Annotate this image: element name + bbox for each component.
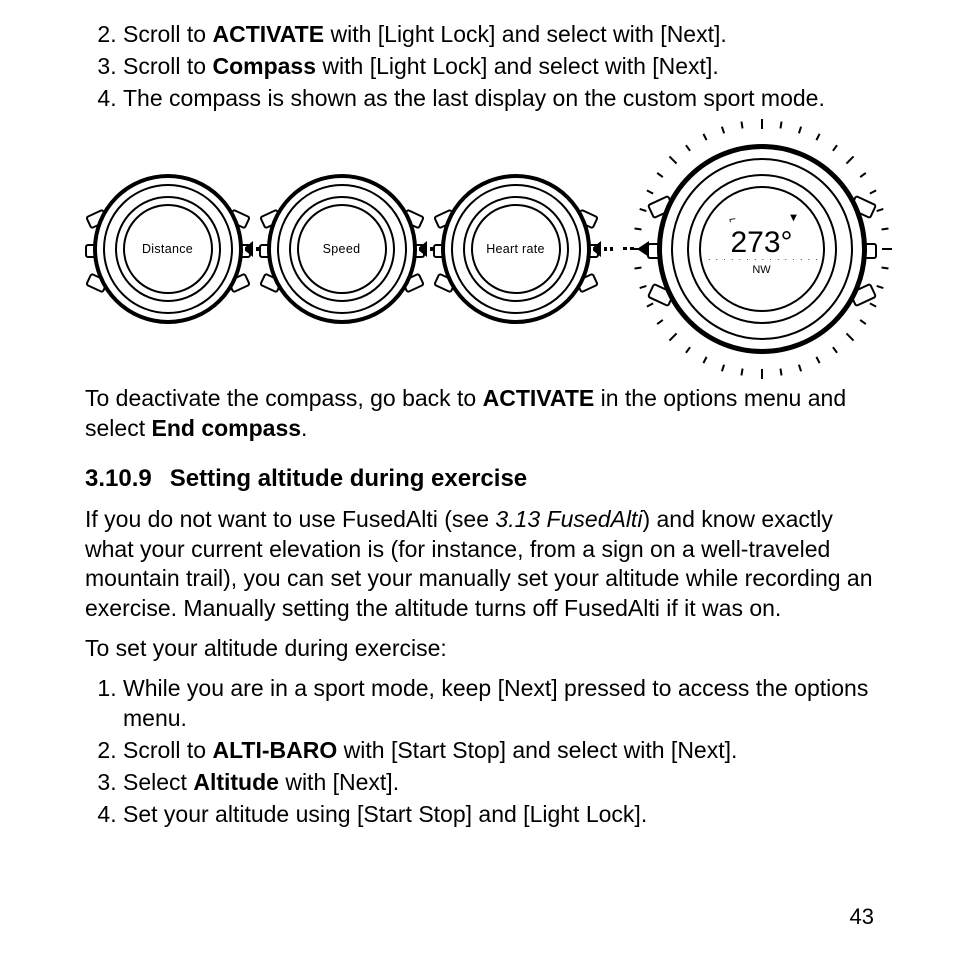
list-item: While you are in a sport mode, keep [Nex… <box>123 674 874 734</box>
compass-direction: NW <box>700 265 823 276</box>
text: with [Light Lock] and select with [Next]… <box>324 21 727 47</box>
text-bold: ALTI-BARO <box>212 737 337 763</box>
text-bold: Altitude <box>193 769 279 795</box>
text: Set your altitude using [Start Stop] and… <box>123 801 647 827</box>
watch-face-label: Distance <box>93 241 243 257</box>
section-title: Setting altitude during exercise <box>170 465 527 492</box>
fusedalti-paragraph: If you do not want to use FusedAlti (see… <box>85 505 874 625</box>
cross-reference: 3.13 FusedAlti <box>495 506 642 532</box>
deactivate-paragraph: To deactivate the compass, go back to AC… <box>85 384 874 444</box>
watch-speed: Speed <box>267 174 417 324</box>
text-bold: Compass <box>212 53 316 79</box>
watch-heart-rate: Heart rate <box>441 174 591 324</box>
text-bold: ACTIVATE <box>212 21 324 47</box>
text: with [Next]. <box>279 769 399 795</box>
list-item: Set your altitude using [Start Stop] and… <box>123 800 874 830</box>
text: To deactivate the compass, go back to <box>85 385 483 411</box>
text: While you are in a sport mode, keep [Nex… <box>123 675 868 731</box>
list-item: Scroll to ACTIVATE with [Light Lock] and… <box>123 20 874 50</box>
text: with [Light Lock] and select with [Next]… <box>316 53 719 79</box>
text: If you do not want to use FusedAlti (see <box>85 506 495 532</box>
compass-activation-steps: Scroll to ACTIVATE with [Light Lock] and… <box>85 20 874 114</box>
watch-compass: ⌐ ▾ 273° ················ NW <box>657 144 867 354</box>
text: Scroll to <box>123 737 212 763</box>
text: Scroll to <box>123 21 212 47</box>
section-number: 3.10.9 <box>85 463 152 494</box>
sequence-arrow-icon <box>623 241 649 257</box>
text: . <box>301 415 307 441</box>
text: The compass is shown as the last display… <box>123 85 825 111</box>
divider-dots: ················ <box>700 258 823 263</box>
compass-face: 273° ················ NW <box>699 186 825 312</box>
section-heading: 3.10.9 Setting altitude during exercise <box>85 463 874 494</box>
list-item: Select Altitude with [Next]. <box>123 768 874 798</box>
lead-in-text: To set your altitude during exercise: <box>85 634 874 664</box>
manual-page: Scroll to ACTIVATE with [Light Lock] and… <box>0 0 954 954</box>
watch-face-label: Heart rate <box>441 241 591 257</box>
watch-sequence-diagram: Distance Speed Heart rate ⌐ ▾ 273° ·······… <box>85 139 874 359</box>
watch-face-label: Speed <box>267 241 417 257</box>
compass-degrees: 273° <box>700 228 823 258</box>
altitude-setting-steps: While you are in a sport mode, keep [Nex… <box>85 674 874 829</box>
text: with [Start Stop] and select with [Next]… <box>337 737 737 763</box>
watch-distance: Distance <box>93 174 243 324</box>
sequence-arrow-icon <box>593 241 613 257</box>
text: Select <box>123 769 193 795</box>
text: Scroll to <box>123 53 212 79</box>
text-bold: ACTIVATE <box>483 385 595 411</box>
list-item: Scroll to ALTI-BARO with [Start Stop] an… <box>123 736 874 766</box>
page-number: 43 <box>850 903 874 932</box>
list-item: Scroll to Compass with [Light Lock] and … <box>123 52 874 82</box>
text-bold: End compass <box>151 415 301 441</box>
list-item: The compass is shown as the last display… <box>123 84 874 114</box>
